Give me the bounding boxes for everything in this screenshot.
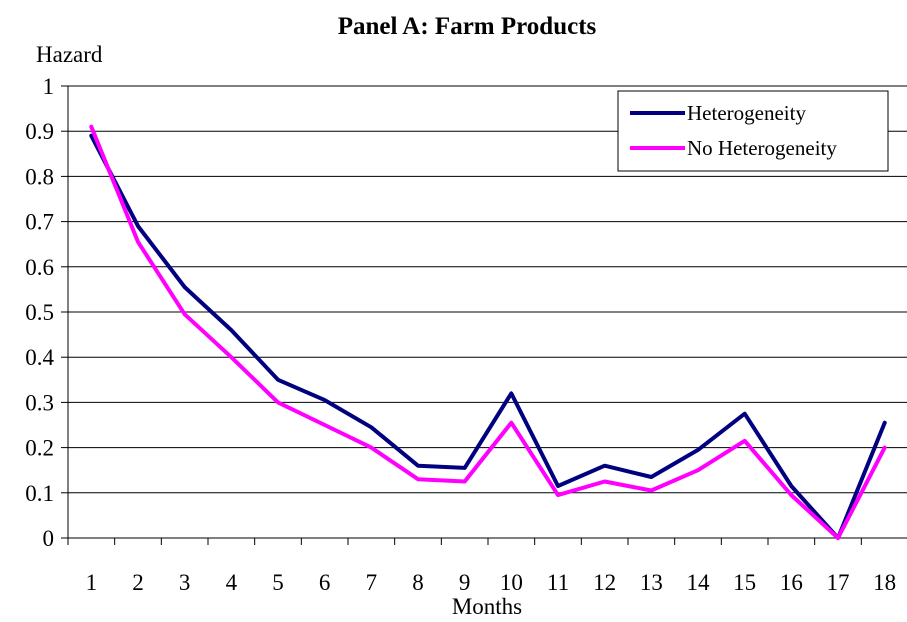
legend-label-heterogeneity: Heterogeneity: [687, 101, 806, 125]
x-tick-label: 16: [780, 570, 803, 595]
x-tick-label: 11: [547, 570, 569, 595]
x-tick-label: 5: [272, 570, 284, 595]
x-tick-label: 9: [459, 570, 471, 595]
y-tick-label: 0.2: [25, 436, 54, 461]
x-tick-label: 8: [412, 570, 424, 595]
y-tick-label: 0.9: [25, 119, 54, 144]
x-tick-label: 6: [319, 570, 331, 595]
y-tick-label: 0.6: [25, 255, 54, 280]
x-tick-label: 15: [733, 570, 756, 595]
chart-title: Panel A: Farm Products: [338, 13, 597, 40]
y-tick-label: 0.5: [25, 300, 54, 325]
x-tick-label: 1: [86, 570, 98, 595]
x-tick-label: 3: [179, 570, 191, 595]
legend: Heterogeneity No Heterogeneity: [617, 90, 889, 172]
x-tick-label: 18: [873, 570, 896, 595]
x-tick-label: 2: [132, 570, 144, 595]
y-tick-label: 0.1: [25, 481, 54, 506]
y-tick-labels: 0 0.1 0.2 0.3 0.4 0.5 0.6 0.7 0.8 0.9 1: [25, 74, 54, 551]
x-tick-label: 14: [687, 570, 711, 595]
series-line-no-heterogeneity: [89, 124, 887, 540]
x-tick-labels: 1 2 3 4 5 6 7 8 9 10 11 12 13 14 15 16 17 18: [86, 570, 897, 595]
x-tick-label: 7: [366, 570, 378, 595]
axes: [61, 85, 907, 545]
y-tick-label: 1: [43, 74, 55, 99]
series-line-heterogeneity: [89, 133, 887, 540]
x-tick-label: 10: [500, 570, 523, 595]
gridlines: [68, 85, 907, 494]
series-lines: [89, 124, 887, 540]
x-tick-label: 4: [226, 570, 238, 595]
x-axis-label: Months: [452, 594, 522, 619]
x-tick-label: 13: [640, 570, 663, 595]
legend-box: [617, 90, 889, 172]
y-tick-label: 0: [43, 526, 55, 551]
y-tick-label: 0.7: [25, 210, 54, 235]
x-tick-label: 17: [827, 570, 850, 595]
y-axis-label: Hazard: [36, 42, 103, 67]
y-tick-label: 0.3: [25, 390, 54, 415]
legend-label-no-heterogeneity: No Heterogeneity: [687, 136, 837, 160]
x-tick-label: 12: [593, 570, 616, 595]
y-tick-label: 0.8: [25, 164, 54, 189]
y-tick-label: 0.4: [25, 345, 54, 370]
